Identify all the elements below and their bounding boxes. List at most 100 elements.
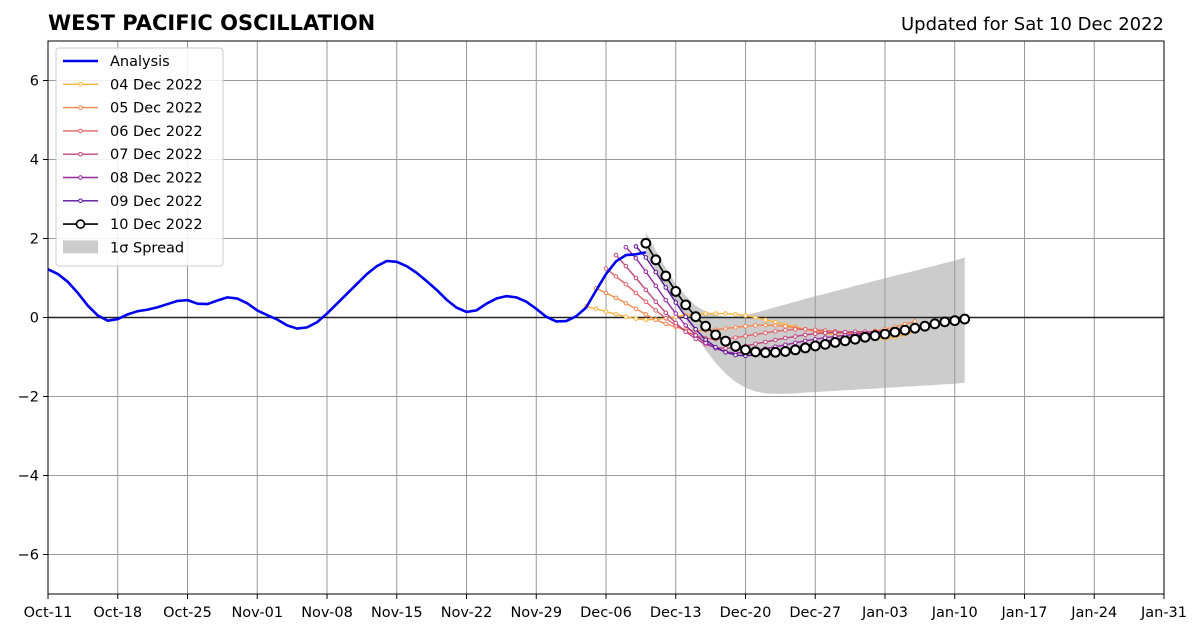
primary-forecast-point xyxy=(769,346,781,358)
legend-marker xyxy=(78,82,83,87)
chart-title: WEST PACIFIC OSCILLATION xyxy=(48,11,375,35)
x-tick-label: Jan-31 xyxy=(1140,605,1187,621)
forecast-point xyxy=(623,244,629,250)
forecast-point xyxy=(753,341,758,347)
primary-forecast-point xyxy=(909,322,921,334)
primary-forecast-point xyxy=(779,346,791,357)
legend-label: 08 Dec 2022 xyxy=(110,171,203,187)
primary-forecast-point xyxy=(789,344,801,356)
forecast-point xyxy=(633,255,639,261)
primary-forecast-point xyxy=(829,336,841,348)
legend-entry: 08 Dec 2022 xyxy=(63,171,203,187)
forecast-point xyxy=(683,314,689,320)
primary-forecast-point xyxy=(720,335,731,347)
x-tick-label: Dec-27 xyxy=(789,605,841,621)
forecast-point xyxy=(713,344,718,350)
forecast-point xyxy=(623,300,629,306)
forecast-point xyxy=(793,327,798,332)
forecast-point xyxy=(633,306,639,312)
primary-forecast-point xyxy=(700,320,712,332)
forecast-point xyxy=(763,330,768,336)
forecast-point xyxy=(653,283,659,289)
forecast-point xyxy=(743,333,748,339)
forecast-point xyxy=(753,332,758,337)
forecast-point xyxy=(693,327,698,332)
primary-forecast-point xyxy=(660,270,672,282)
forecast-point xyxy=(912,319,918,324)
x-tick-label: Dec-06 xyxy=(580,605,632,621)
forecast-point xyxy=(783,327,788,333)
legend-entry: 10 Dec 2022 xyxy=(63,217,203,233)
forecast-point xyxy=(703,311,708,316)
legend-marker xyxy=(78,175,83,180)
forecast-point xyxy=(643,312,649,317)
forecast-point xyxy=(643,269,649,274)
primary-forecast-point xyxy=(899,324,911,336)
primary-forecast-point xyxy=(730,340,741,352)
x-tick-label: Jan-10 xyxy=(931,605,978,621)
forecast-point xyxy=(623,314,629,320)
x-axis: Oct-11 Oct-18 Oct-25 Nov-01 Nov-08 Nov-15 Nov-… xyxy=(24,594,1187,621)
forecast-point xyxy=(663,285,669,290)
forecast-point xyxy=(683,323,689,328)
legend-marker xyxy=(78,198,83,204)
y-tick-label: −4 xyxy=(18,469,39,485)
legend-marker xyxy=(78,105,83,110)
forecast-point xyxy=(733,312,738,317)
y-tick-label: −6 xyxy=(18,548,39,564)
forecast-point xyxy=(653,317,659,323)
forecast-point xyxy=(643,317,649,323)
primary-forecast-point xyxy=(959,313,971,325)
legend-entry: 06 Dec 2022 xyxy=(63,124,203,140)
forecast-point xyxy=(783,342,788,348)
forecast-point xyxy=(663,321,669,327)
forecast-point xyxy=(733,352,738,358)
forecast-point xyxy=(812,327,818,333)
forecast-point xyxy=(723,311,728,316)
forecast-point xyxy=(822,330,828,336)
forecast-point xyxy=(832,330,838,335)
chart-subtitle: Updated for Sat 10 Dec 2022 xyxy=(901,14,1164,35)
forecast-point xyxy=(643,255,649,260)
forecast-point xyxy=(593,306,599,312)
forecast-point xyxy=(802,332,808,338)
forecast-point xyxy=(763,339,768,345)
primary-forecast-point xyxy=(640,237,652,249)
forecast-point xyxy=(723,326,728,331)
forecast-point xyxy=(723,349,728,355)
legend-marker xyxy=(78,128,83,134)
forecast-point xyxy=(603,290,609,296)
legend-entry: 05 Dec 2022 xyxy=(63,101,203,117)
forecast-point xyxy=(693,332,698,338)
x-tick-label: Oct-18 xyxy=(93,605,142,621)
forecast-point xyxy=(812,331,818,336)
x-tick-label: Nov-01 xyxy=(231,605,283,621)
legend-marker xyxy=(78,151,83,157)
legend-label: Analysis xyxy=(110,54,170,70)
forecast-point xyxy=(603,266,609,271)
y-axis: 6 4 2 0 −2 −4 −6 xyxy=(18,74,48,564)
legend-entry: 07 Dec 2022 xyxy=(63,147,203,163)
primary-forecast-point xyxy=(750,346,761,358)
forecast-point xyxy=(743,323,748,329)
forecast-point xyxy=(623,263,629,269)
forecast-point xyxy=(613,252,619,258)
x-tick-label: Dec-13 xyxy=(650,605,702,621)
primary-forecast-point xyxy=(819,338,831,350)
x-tick-label: Nov-15 xyxy=(371,605,423,621)
x-tick-label: Jan-24 xyxy=(1070,605,1117,621)
primary-forecast-point xyxy=(839,335,851,347)
primary-forecast-point xyxy=(929,318,941,330)
forecast-point xyxy=(753,323,758,328)
forecast-point xyxy=(773,329,778,334)
forecast-point xyxy=(703,337,708,342)
forecast-point xyxy=(613,295,619,301)
forecast-point xyxy=(683,329,689,335)
primary-forecast-point xyxy=(760,347,771,359)
legend-entry: 1σ Spread xyxy=(63,240,184,256)
series-layer xyxy=(47,237,971,359)
forecast-point xyxy=(603,309,609,314)
forecast-point xyxy=(633,244,639,249)
forecast-point xyxy=(673,320,679,326)
legend-label: 04 Dec 2022 xyxy=(110,77,203,93)
